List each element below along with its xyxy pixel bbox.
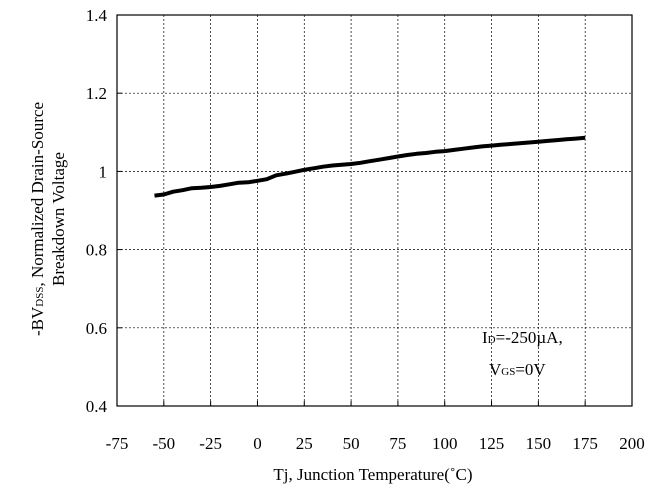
x-tick-label: 25 — [296, 434, 313, 453]
series-layer — [154, 135, 586, 198]
annotation-vgs-sub: GS — [501, 366, 515, 378]
y-axis-title-line-2: Breakdown Voltage — [49, 152, 68, 286]
x-tick-label: 125 — [479, 434, 505, 453]
annotation-vgs-main: V — [489, 360, 502, 379]
x-tick-label: 100 — [432, 434, 458, 453]
y-axis-title-prefix: -BV — [28, 306, 47, 336]
x-tick-label: 175 — [572, 434, 598, 453]
annotation-id-main: I — [482, 328, 488, 347]
annotation-vgs-rest: =0V — [515, 360, 546, 379]
x-tick-label: -25 — [199, 434, 222, 453]
plot-frame — [116, 14, 633, 407]
annotation-line-1: ID=-250µA, — [482, 328, 563, 347]
x-tick-label: 75 — [389, 434, 406, 453]
y-tick-label: 0.6 — [86, 319, 107, 338]
y-tick-label: 1.4 — [86, 6, 108, 25]
y-tick-label: 0.4 — [86, 397, 108, 416]
y-axis-title-line-1: -BVDSS, Normalized Drain-Source — [28, 102, 47, 336]
x-tick-label: 0 — [253, 434, 262, 453]
y-tick-label: 1.2 — [86, 84, 107, 103]
x-tick-label: 200 — [619, 434, 645, 453]
grid-layer — [117, 15, 632, 406]
x-tick-label: -50 — [152, 434, 175, 453]
x-tick-label: 150 — [526, 434, 552, 453]
ticks-layer: -75 -50 -25 0 25 50 75 100 125 150 175 200 0.4 0.6 0.8… — [86, 6, 645, 453]
y-tick-label: 1 — [99, 162, 108, 181]
x-tick-label: 50 — [343, 434, 360, 453]
x-axis-title: Tj, Junction Temperature(˚C) — [273, 465, 472, 484]
y-tick-label: 0.8 — [86, 241, 107, 260]
annotation-id-rest: =-250µA, — [496, 328, 563, 347]
y-axis-title-sub: DSS — [34, 287, 46, 307]
annotation-id-sub: D — [488, 334, 496, 346]
annotation-line-2: VGS=0V — [489, 360, 546, 379]
series-line-0 — [154, 135, 586, 198]
x-tick-label: -75 — [106, 434, 129, 453]
y-axis-title-suffix: , Normalized Drain-Source — [28, 102, 47, 287]
